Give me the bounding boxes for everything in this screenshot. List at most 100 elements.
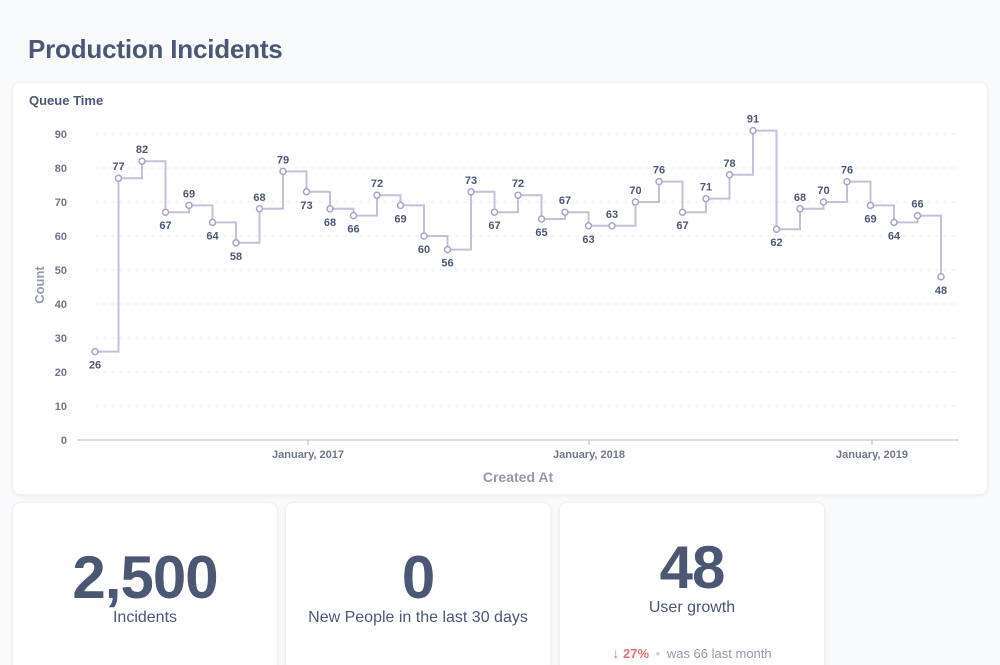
data-point [420,232,428,240]
scalar-value: 48 [659,534,726,601]
scalar-label[interactable]: User growth [648,599,736,616]
incidents-card: 2,500 Incidents [12,502,278,665]
data-point [937,273,945,281]
data-label: 68 [253,192,265,204]
data-point [772,225,781,233]
data-point [208,218,217,227]
data-point [302,188,311,196]
data-label: 71 [700,182,712,194]
page-title: Production Incidents [28,34,283,64]
trend-period: last month [711,646,772,661]
data-label: 69 [394,213,406,225]
data-label: 58 [230,251,242,263]
data-point [890,218,898,227]
user-growth-card: 48 User growth ↓ 27% • was 66 last month [559,502,825,665]
data-label: 66 [911,199,923,211]
data-label: 76 [653,165,665,177]
data-point [913,211,922,220]
data-point [467,188,475,196]
data-point [326,205,334,213]
data-label: 67 [676,220,688,232]
scalar-label[interactable]: New People in the last 30 days [308,609,528,626]
data-point [584,222,593,230]
data-point [843,177,851,186]
data-label: 67 [488,220,500,232]
data-point [796,205,804,213]
data-label: 63 [582,234,594,246]
data-label: 82 [136,144,148,156]
data-point [514,191,522,199]
queue-time-card: Queue Time 0 10 20 30 40 50 60 70 80 90 January, 2… [12,82,988,495]
data-label: 56 [441,258,453,270]
data-label: 66 [347,224,359,236]
queue-time-chart: 0 10 20 30 40 50 60 70 80 90 January, 2017 January,… [32,114,959,485]
trend-percent: 27% [622,646,650,661]
y-tick-label: 20 [55,367,67,379]
y-tick-label: 10 [55,401,67,413]
y-tick-label: 0 [61,435,67,447]
data-label: 62 [770,237,782,249]
data-label: 72 [512,178,524,190]
data-label: 91 [747,114,759,126]
data-point [490,208,499,216]
data-label: 68 [324,217,336,229]
data-label: 69 [864,213,876,225]
series-line [95,129,942,353]
data-label: 70 [817,185,829,197]
data-point [279,167,287,176]
data-point [749,126,757,135]
data-label: 63 [606,209,618,221]
data-point [561,208,569,216]
data-label: 67 [559,195,571,207]
data-label: 68 [794,192,806,204]
data-point [608,222,616,230]
scalar-value: 2,500 [72,544,218,611]
y-tick-label: 70 [55,197,67,209]
data-point [232,239,240,247]
data-point [138,157,146,165]
data-label: 77 [112,161,124,173]
data-point [725,171,734,179]
y-tick-label: 30 [55,333,67,345]
data-label: 73 [465,175,477,187]
trend-separator: • [655,646,661,661]
data-point [631,198,640,206]
y-tick-label: 40 [55,299,67,311]
data-point [866,201,875,210]
scalar-value: 0 [401,544,435,611]
data-label: 67 [159,220,171,232]
data-point [185,201,193,210]
data-label: 79 [277,154,289,166]
y-tick-label: 80 [55,163,67,175]
data-point [114,174,123,182]
data-point [161,208,170,216]
scalar-label[interactable]: Incidents [112,609,178,626]
data-point [349,211,358,220]
trend-row: ↓ 27% • was 66 last month [560,645,824,661]
data-label: 69 [183,188,195,200]
data-label: 64 [888,230,901,242]
data-point [655,177,663,186]
data-label: 26 [89,360,101,372]
card-title[interactable]: Queue Time [29,93,104,108]
data-point [255,205,264,213]
data-label: 72 [371,178,383,190]
x-tick-label: January, 2019 [836,449,908,461]
arrow-down-icon: ↓ [612,645,620,661]
data-point [537,215,546,223]
y-tick-label: 90 [55,129,67,141]
data-label: 60 [418,244,430,256]
data-point [373,191,381,199]
data-label: 78 [723,158,735,170]
data-point [91,347,99,356]
data-point [702,194,710,203]
data-label: 65 [535,227,547,239]
trend-was: was 66 [666,646,709,661]
data-point [819,198,828,206]
new-people-card: 0 New People in the last 30 days [285,502,551,665]
x-tick-label: January, 2018 [553,449,625,461]
data-label: 70 [629,185,641,197]
x-tick-label: January, 2017 [272,449,344,461]
y-tick-label: 60 [55,231,67,243]
y-tick-label: 50 [55,265,67,277]
